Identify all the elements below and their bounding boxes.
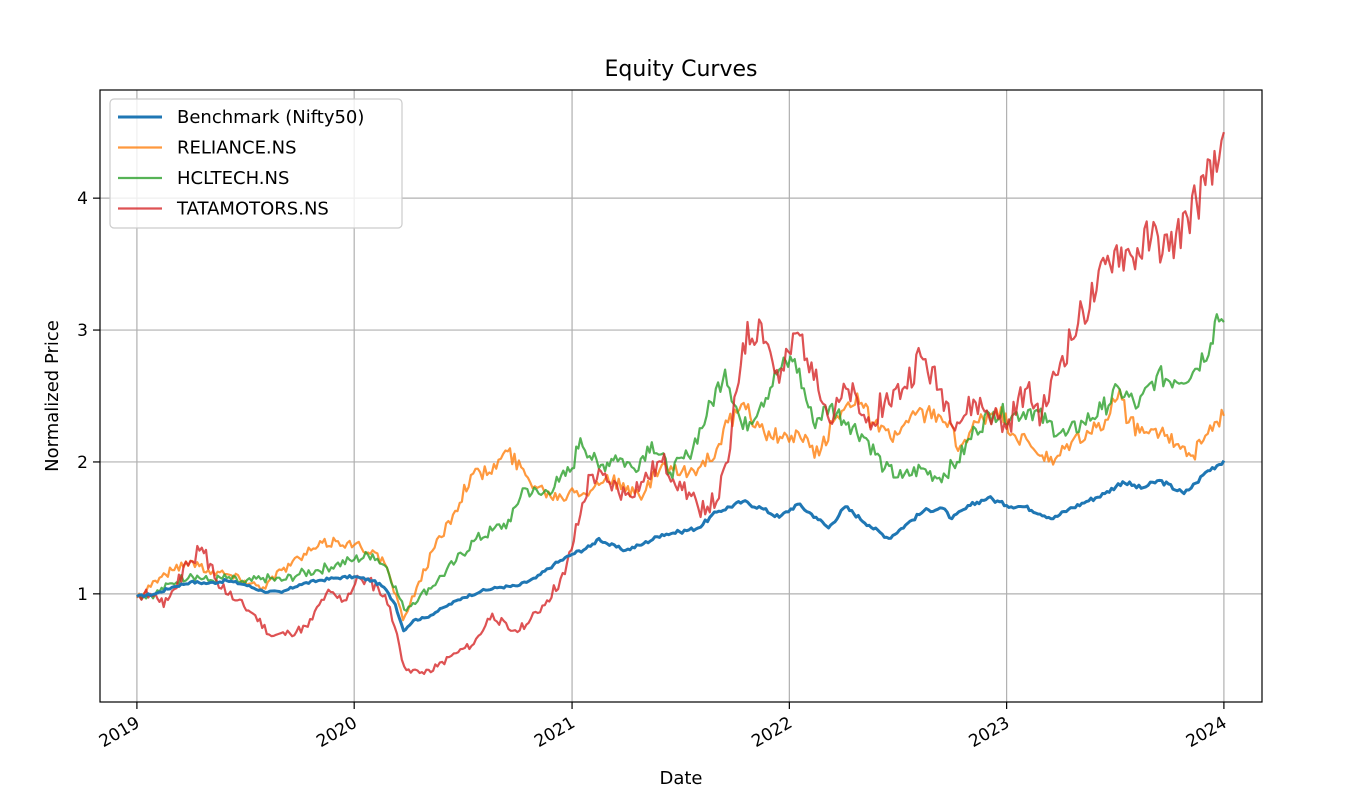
series-line-3 [136, 131, 1225, 676]
y-tick-label: 4 [77, 189, 88, 209]
y-tick-label: 3 [77, 321, 88, 341]
series-line-1 [135, 388, 1225, 622]
x-tick-label: 2021 [531, 713, 578, 752]
series-line-2 [136, 313, 1225, 612]
plot-frame [99, 89, 1263, 703]
y-axis-label: Normalized Price [42, 320, 63, 472]
legend-box [109, 98, 403, 229]
legend: Benchmark (Nifty50) RELIANCE.NS HCLTECH.NS… [109, 98, 403, 229]
legend-entry: HCLTECH.NS [177, 168, 289, 189]
y-tick-label: 2 [77, 453, 88, 473]
x-tick-label: 2024 [1183, 713, 1230, 752]
x-tick-label: 2020 [313, 713, 360, 752]
x-axis-label: Date [659, 768, 702, 789]
series-line-0 [136, 459, 1226, 633]
legend-entry: TATAMOTORS.NS [176, 199, 329, 220]
x-tick-label: 2019 [96, 713, 143, 752]
y-axis-ticks: 1 2 3 4 [77, 189, 100, 605]
legend-entry: Benchmark (Nifty50) [177, 107, 364, 128]
y-tick-label: 1 [77, 585, 88, 605]
x-tick-label: 2022 [748, 713, 795, 752]
legend-entry: RELIANCE.NS [177, 138, 297, 159]
x-axis-ticks: 2019 2020 2021 2022 2023 2024 [96, 702, 1230, 752]
x-tick-label: 2023 [966, 713, 1013, 752]
series-lines [135, 131, 1226, 676]
chart-title: Equity Curves [605, 57, 758, 82]
